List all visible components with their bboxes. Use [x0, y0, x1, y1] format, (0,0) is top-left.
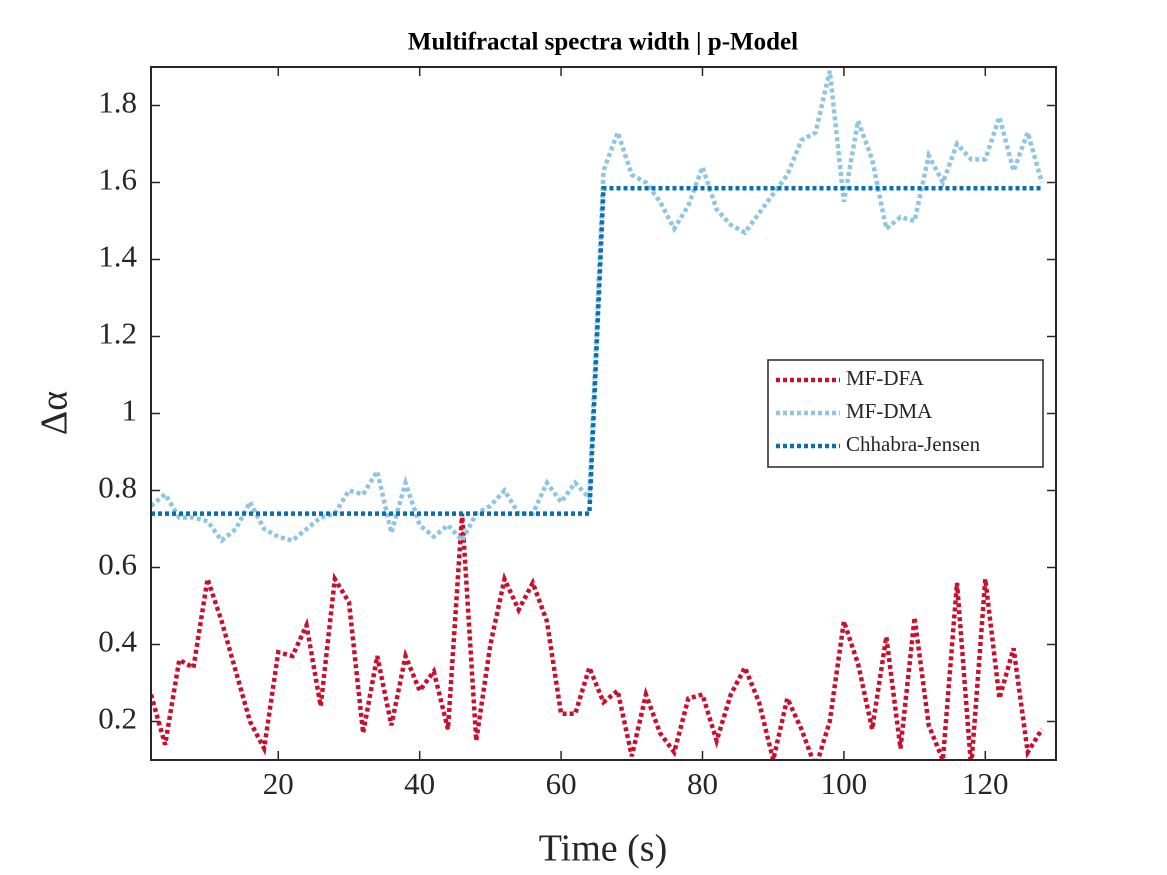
x-tick-label: 20 — [263, 766, 294, 801]
plot-area — [151, 70, 1045, 760]
legend-label: Chhabra-Jensen — [846, 432, 981, 456]
plot-frame — [150, 66, 1057, 761]
legend-label: MF-DFA — [846, 366, 925, 390]
y-tick-label: 0.4 — [98, 624, 137, 659]
y-tick-label: 0.8 — [98, 470, 137, 505]
y-tick-label: 1.4 — [98, 239, 137, 274]
y-tick-label: 0.6 — [98, 547, 137, 582]
y-tick-label: 1.6 — [98, 162, 137, 197]
x-tick-label: 80 — [687, 766, 718, 801]
x-tick-label: 60 — [546, 766, 577, 801]
chart-title: Multifractal spectra width | p-Model — [408, 29, 798, 56]
data-line — [151, 513, 1044, 760]
y-tick-label: 1 — [122, 393, 138, 428]
y-tick-label: 0.2 — [98, 701, 137, 736]
data-line — [151, 186, 1042, 516]
x-tick-label: 40 — [404, 766, 435, 801]
x-tick-label: 120 — [962, 766, 1009, 801]
x-axis-label: Time (s) — [539, 828, 667, 870]
y-axis-label: Δα — [34, 391, 76, 435]
y-tick-label: 1.8 — [98, 85, 137, 120]
y-tick-label: 1.2 — [98, 316, 137, 351]
legend-label: MF-DMA — [846, 399, 933, 423]
x-tick-label: 100 — [821, 766, 868, 801]
